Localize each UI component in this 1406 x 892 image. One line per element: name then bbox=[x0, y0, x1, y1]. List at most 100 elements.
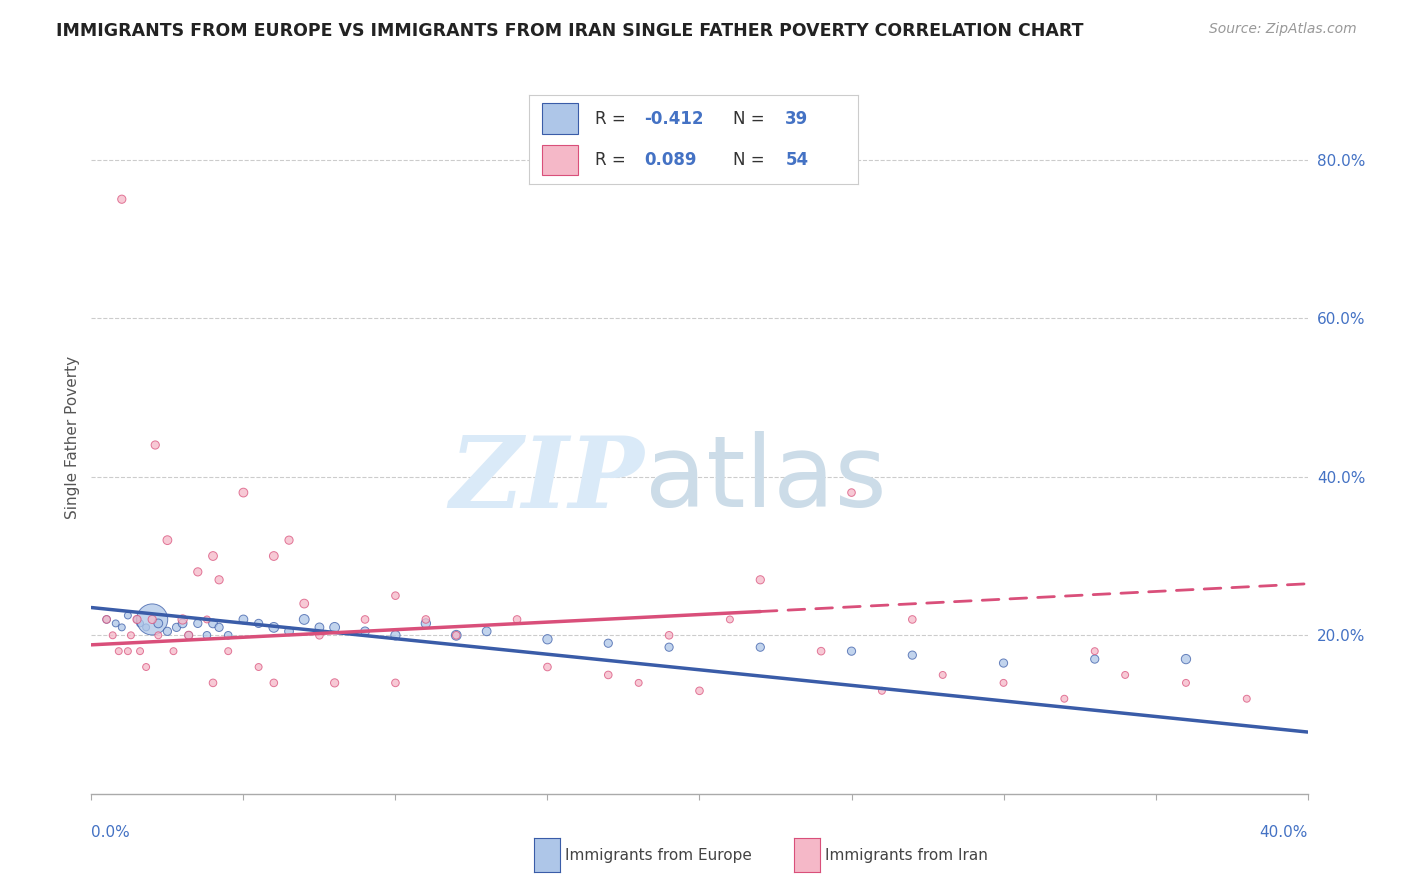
Text: IMMIGRANTS FROM EUROPE VS IMMIGRANTS FROM IRAN SINGLE FATHER POVERTY CORRELATION: IMMIGRANTS FROM EUROPE VS IMMIGRANTS FRO… bbox=[56, 22, 1084, 40]
Point bbox=[354, 612, 377, 626]
Text: 40.0%: 40.0% bbox=[1260, 825, 1308, 840]
Point bbox=[993, 656, 1015, 670]
Point bbox=[156, 533, 179, 548]
Point bbox=[1114, 668, 1136, 682]
Point bbox=[247, 616, 270, 631]
Point bbox=[506, 612, 529, 626]
Point bbox=[232, 485, 254, 500]
Text: ZIP: ZIP bbox=[450, 432, 645, 528]
Point bbox=[177, 628, 200, 642]
Point bbox=[129, 616, 152, 631]
Point bbox=[217, 628, 239, 642]
Point bbox=[658, 640, 681, 655]
Text: Source: ZipAtlas.com: Source: ZipAtlas.com bbox=[1209, 22, 1357, 37]
Point bbox=[384, 676, 406, 690]
Point bbox=[870, 683, 893, 698]
Point bbox=[247, 660, 270, 674]
Point bbox=[107, 644, 129, 658]
Point bbox=[117, 644, 139, 658]
Point bbox=[841, 485, 863, 500]
Point bbox=[323, 620, 346, 634]
Point bbox=[1236, 691, 1258, 706]
Point bbox=[125, 612, 148, 626]
Point bbox=[718, 612, 741, 626]
Point bbox=[148, 628, 170, 642]
Point bbox=[688, 683, 710, 698]
Point bbox=[536, 660, 558, 674]
Point bbox=[901, 612, 924, 626]
Text: Immigrants from Iran: Immigrants from Iran bbox=[825, 848, 988, 863]
Point bbox=[931, 668, 953, 682]
Point bbox=[749, 573, 772, 587]
Y-axis label: Single Father Poverty: Single Father Poverty bbox=[65, 356, 80, 518]
Point bbox=[143, 438, 166, 452]
Point bbox=[1084, 644, 1107, 658]
Point bbox=[104, 616, 127, 631]
Point bbox=[475, 624, 498, 639]
Point bbox=[162, 644, 184, 658]
Point bbox=[810, 644, 832, 658]
Point bbox=[148, 616, 170, 631]
Point bbox=[308, 628, 330, 642]
Point bbox=[217, 644, 239, 658]
Point bbox=[384, 628, 406, 642]
Point bbox=[101, 628, 124, 642]
Point bbox=[1174, 676, 1197, 690]
Point bbox=[117, 608, 139, 623]
Point bbox=[166, 620, 188, 634]
Point bbox=[323, 676, 346, 690]
Point bbox=[195, 612, 218, 626]
Point bbox=[658, 628, 681, 642]
Point bbox=[384, 589, 406, 603]
Point bbox=[263, 549, 285, 563]
Point bbox=[141, 612, 163, 626]
Point bbox=[263, 676, 285, 690]
Point bbox=[111, 192, 134, 206]
Point bbox=[841, 644, 863, 658]
Point bbox=[444, 628, 467, 642]
Point bbox=[993, 676, 1015, 690]
Point bbox=[96, 612, 118, 626]
Point bbox=[901, 648, 924, 662]
Point bbox=[354, 624, 377, 639]
Point bbox=[598, 636, 620, 650]
Point bbox=[232, 612, 254, 626]
Point bbox=[141, 612, 163, 626]
Point bbox=[187, 616, 209, 631]
Point bbox=[627, 676, 650, 690]
Point bbox=[177, 628, 200, 642]
Point bbox=[536, 632, 558, 647]
Point bbox=[96, 612, 118, 626]
Point bbox=[129, 644, 152, 658]
Point bbox=[111, 620, 134, 634]
Point bbox=[444, 628, 467, 642]
Point bbox=[278, 624, 301, 639]
Point bbox=[208, 620, 231, 634]
Point bbox=[292, 597, 315, 611]
Point bbox=[195, 628, 218, 642]
Point bbox=[172, 616, 194, 631]
Point bbox=[172, 612, 194, 626]
Point bbox=[1084, 652, 1107, 666]
Point bbox=[135, 620, 157, 634]
Point bbox=[202, 549, 225, 563]
Point bbox=[135, 660, 157, 674]
Point bbox=[1174, 652, 1197, 666]
Point bbox=[415, 612, 437, 626]
Point bbox=[120, 628, 142, 642]
Point bbox=[202, 676, 225, 690]
Point bbox=[415, 616, 437, 631]
Point bbox=[208, 573, 231, 587]
Point bbox=[598, 668, 620, 682]
Point bbox=[202, 616, 225, 631]
Text: atlas: atlas bbox=[645, 432, 886, 528]
Point bbox=[156, 624, 179, 639]
Point bbox=[263, 620, 285, 634]
Point bbox=[125, 612, 148, 626]
Point bbox=[308, 620, 330, 634]
Text: 0.0%: 0.0% bbox=[91, 825, 131, 840]
Point bbox=[292, 612, 315, 626]
Point bbox=[749, 640, 772, 655]
Point bbox=[1053, 691, 1076, 706]
Point bbox=[278, 533, 301, 548]
